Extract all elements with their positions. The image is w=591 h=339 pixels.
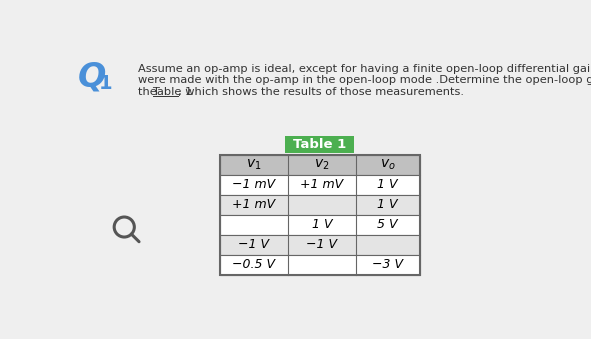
Text: Table 1: Table 1 [152,87,193,97]
Bar [220,155,420,175]
Text: $\mathit{v}_{o}$: $\mathit{v}_{o}$ [380,157,395,172]
Bar [220,215,420,235]
Bar [220,195,420,215]
Text: Assume an op-amp is ideal, except for having a finite open-loop differential gai: Assume an op-amp is ideal, except for ha… [138,64,591,74]
Text: −0.5 V: −0.5 V [232,258,275,271]
Text: $\mathit{v}_{2}$: $\mathit{v}_{2}$ [314,157,330,172]
Text: +1 mV: +1 mV [232,198,275,211]
Text: −1 mV: −1 mV [232,178,275,191]
Text: −1 V: −1 V [238,238,269,251]
Text: 1 V: 1 V [311,218,332,231]
Text: −1 V: −1 V [306,238,337,251]
Bar [220,235,420,255]
Text: $\mathit{v}_{1}$: $\mathit{v}_{1}$ [246,157,261,172]
Bar [220,255,420,275]
Text: 5 V: 5 V [378,218,398,231]
Text: 1 V: 1 V [378,178,398,191]
Bar [220,155,420,275]
Text: Q: Q [78,60,106,93]
Text: the: the [138,87,161,97]
Text: +1 mV: +1 mV [300,178,343,191]
Bar [285,136,355,153]
Text: Table 1: Table 1 [293,138,346,151]
Text: were made with the op-amp in the open-loop mode .Determine the open-loop gain an: were made with the op-amp in the open-lo… [138,75,591,85]
Bar [220,175,420,195]
Text: , which shows the results of those measurements.: , which shows the results of those measu… [178,87,464,97]
Text: 1 V: 1 V [378,198,398,211]
Text: 1: 1 [99,74,112,93]
Text: −3 V: −3 V [372,258,403,271]
